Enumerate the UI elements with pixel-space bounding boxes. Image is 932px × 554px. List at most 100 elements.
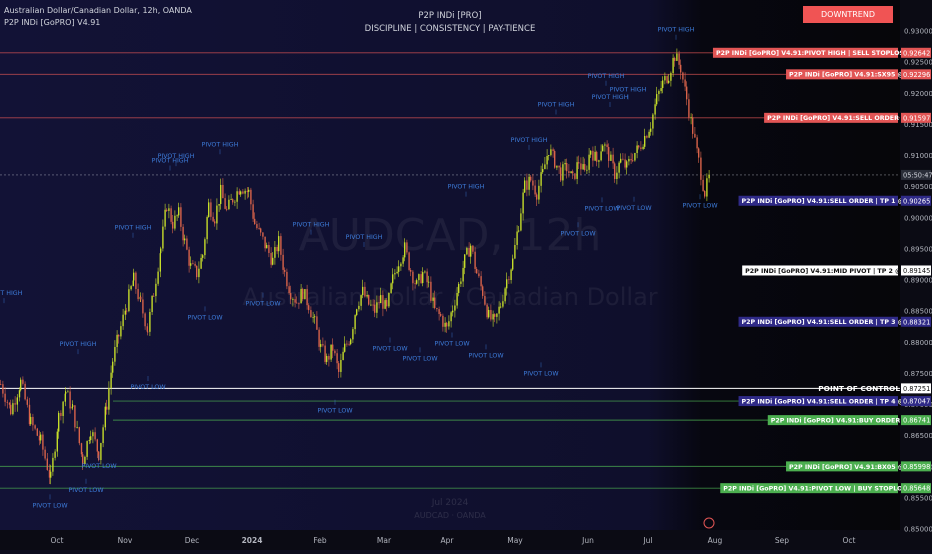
candle <box>520 213 522 231</box>
level-price-box <box>901 415 931 426</box>
candle <box>630 158 632 161</box>
candle <box>266 245 268 249</box>
candle <box>676 53 678 61</box>
candle <box>542 169 544 173</box>
candle <box>304 289 306 300</box>
candle <box>56 431 58 452</box>
level-price-box <box>901 396 931 407</box>
candle <box>626 161 628 168</box>
level-price: 0.89145 <box>903 267 930 275</box>
candle <box>632 160 634 162</box>
level-price-box <box>901 47 931 58</box>
level-label: P2P INDi [GoPRO] V4.91:BX05 @ <box>789 463 904 471</box>
candle <box>708 174 710 179</box>
candle <box>302 288 304 300</box>
candle <box>514 244 516 259</box>
candle <box>360 295 362 306</box>
level-label-box <box>712 47 898 58</box>
candle <box>140 296 142 300</box>
candle <box>690 117 692 119</box>
candle <box>636 145 638 153</box>
candle <box>510 269 512 281</box>
candle <box>230 199 232 200</box>
candle <box>568 171 570 174</box>
candle <box>466 248 468 255</box>
candle <box>174 215 176 229</box>
candle <box>346 343 348 345</box>
pivot-annotation: PIVOT LOW <box>130 384 166 391</box>
candle <box>450 312 452 322</box>
candle <box>318 329 320 347</box>
candle <box>322 344 324 346</box>
candle <box>198 268 200 278</box>
candle <box>86 441 88 457</box>
candle <box>696 137 698 149</box>
candle <box>518 230 520 232</box>
candle <box>528 176 530 190</box>
x-tick-label: Mar <box>377 536 392 545</box>
candle <box>350 339 352 345</box>
candle <box>214 221 216 224</box>
candle <box>456 292 458 306</box>
candle <box>524 180 526 193</box>
candle <box>0 384 2 385</box>
candle <box>388 292 390 307</box>
candle <box>248 189 250 192</box>
candle <box>440 313 442 316</box>
candle <box>624 159 626 168</box>
level-price-box <box>901 69 931 80</box>
candle <box>662 80 664 89</box>
pivot-annotation: PIVOT LOW <box>317 408 353 415</box>
candle <box>492 314 494 320</box>
level-label-box <box>742 265 898 276</box>
candle <box>218 203 220 206</box>
level-label-box <box>786 461 898 472</box>
y-tick-label: 0.89000 <box>904 277 932 285</box>
indicator-name[interactable]: P2P INDi [GoPRO] V4.91 <box>4 18 101 27</box>
pivot-annotation: PIVOT HIGH <box>538 101 575 108</box>
candle <box>324 345 326 362</box>
candle <box>32 416 34 426</box>
candle <box>408 252 410 270</box>
candle <box>326 355 328 362</box>
indicator-subtitle: DISCIPLINE | CONSISTENCY | PAY-TIENCE <box>364 24 536 34</box>
candle <box>488 309 490 318</box>
candle <box>614 163 616 180</box>
level-price-box <box>901 112 931 123</box>
candle <box>164 209 166 227</box>
candle <box>96 439 98 452</box>
candle <box>462 267 464 282</box>
watermark-footer-sub: AUDCAD · OANDA <box>414 511 486 520</box>
candle <box>598 160 600 162</box>
candle <box>498 306 500 314</box>
candle <box>176 215 178 217</box>
level-price: 0.91597 <box>903 114 930 122</box>
candle <box>686 86 688 100</box>
candle <box>564 163 566 165</box>
candle <box>700 157 702 180</box>
candle <box>296 302 298 304</box>
candle <box>240 191 242 195</box>
candle <box>470 245 472 257</box>
candle <box>69 391 71 409</box>
pivot-annotation: PIVOT LOW <box>81 463 117 470</box>
candle <box>180 207 182 227</box>
candle <box>616 172 618 180</box>
x-tick-label: Apr <box>441 536 455 545</box>
candle <box>282 254 284 270</box>
candle <box>418 274 420 281</box>
candle <box>155 283 157 297</box>
candle <box>404 242 406 258</box>
candle <box>584 164 586 171</box>
candle <box>280 236 282 255</box>
candle <box>548 155 550 157</box>
level-price: 0.92296 <box>903 71 930 79</box>
candle <box>550 149 552 156</box>
pivot-annotation: PIVOT LOW <box>32 502 68 509</box>
candle <box>582 164 584 170</box>
candle <box>590 150 592 155</box>
candle <box>538 185 540 200</box>
candle <box>420 274 422 284</box>
